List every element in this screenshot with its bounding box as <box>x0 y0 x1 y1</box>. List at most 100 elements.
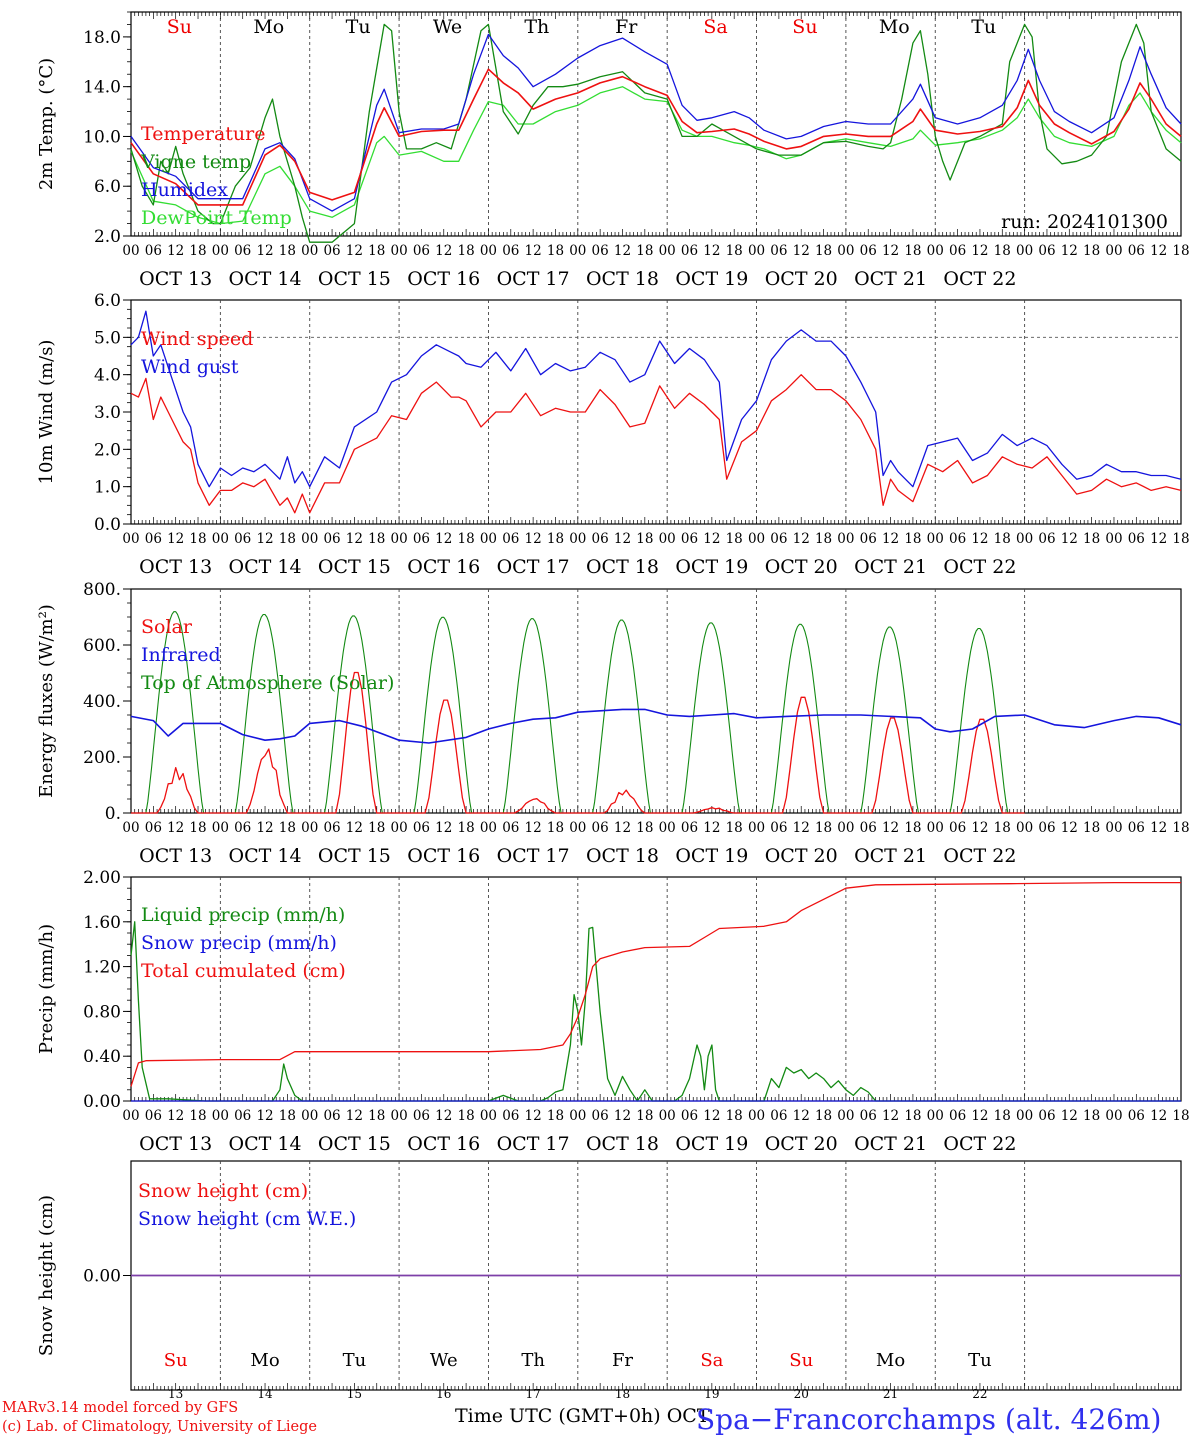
weekday-label: Sa <box>700 1350 723 1371</box>
hour-tick-label: 18 <box>815 1108 832 1124</box>
hour-tick-label: 18 <box>458 531 475 547</box>
hour-tick-label: 18 <box>368 1108 385 1124</box>
hour-tick-label: 06 <box>234 820 251 836</box>
hour-tick-label: 00 <box>1016 820 1033 836</box>
hour-tick-label: 12 <box>882 531 899 547</box>
hour-tick-label: 06 <box>323 820 340 836</box>
hour-tick-label: 06 <box>949 531 966 547</box>
series-wind-speed <box>130 374 1182 514</box>
run-annotation: run: 2024101300 <box>1001 211 1168 233</box>
date-label: OCT 18 <box>586 556 659 578</box>
weekday-label: Mo <box>879 16 910 38</box>
hour-tick-label: 12 <box>882 243 899 259</box>
hour-tick-label: 00 <box>748 243 765 259</box>
hour-tick-label: 18 <box>1172 531 1189 547</box>
hour-tick-label: 06 <box>860 1108 877 1124</box>
day-number-label: 16 <box>436 1387 451 1401</box>
date-label: OCT 19 <box>675 845 748 867</box>
hour-tick-label: 18 <box>547 531 564 547</box>
hour-tick-label: 12 <box>703 820 720 836</box>
y-tick-label: 4.0 <box>94 366 121 386</box>
legend-entry: Solar <box>141 616 193 638</box>
date-label: OCT 16 <box>407 268 480 290</box>
y-axis-label: Energy fluxes (W/m²) <box>36 604 57 798</box>
hour-tick-label: 00 <box>122 243 139 259</box>
weekday-label: Sa <box>703 16 727 38</box>
date-label: OCT 18 <box>586 845 659 867</box>
hour-tick-label: 12 <box>882 1108 899 1124</box>
weekday-label: Mo <box>876 1350 905 1371</box>
y-tick-label: 10.0 <box>83 127 121 147</box>
hour-tick-label: 00 <box>748 820 765 836</box>
hour-tick-label: 00 <box>659 531 676 547</box>
hour-tick-label: 12 <box>614 243 631 259</box>
date-label: OCT 20 <box>765 1133 838 1155</box>
day-number-label: 20 <box>794 1387 809 1401</box>
hour-tick-label: 06 <box>860 531 877 547</box>
hour-tick-label: 06 <box>234 1108 251 1124</box>
hour-tick-label: 06 <box>1128 531 1145 547</box>
y-tick-label: 1.60 <box>83 913 121 933</box>
hour-tick-label: 00 <box>390 531 407 547</box>
hour-tick-label: 06 <box>234 531 251 547</box>
hour-tick-label: 18 <box>726 820 743 836</box>
hour-tick-label: 00 <box>837 531 854 547</box>
hour-tick-label: 18 <box>458 243 475 259</box>
weekday-label: Fr <box>615 16 638 38</box>
hour-tick-label: 06 <box>681 1108 698 1124</box>
legend-entry: Total cumulated (cm) <box>141 960 346 982</box>
hour-tick-label: 06 <box>681 820 698 836</box>
y-axis-label: Precip (mm/h) <box>36 924 57 1054</box>
y-tick-label: 2.00 <box>83 868 121 888</box>
hour-tick-label: 00 <box>659 820 676 836</box>
hour-tick-label: 00 <box>837 1108 854 1124</box>
legend-entry: Snow precip (mm/h) <box>141 932 337 954</box>
hour-tick-label: 18 <box>1083 243 1100 259</box>
hour-tick-label: 06 <box>770 531 787 547</box>
weekday-label: Tu <box>343 1350 367 1371</box>
hour-tick-label: 18 <box>1083 531 1100 547</box>
y-tick-label: 3.0 <box>94 403 121 423</box>
hour-tick-label: 18 <box>189 1108 206 1124</box>
y-tick-label: 400. <box>83 692 121 712</box>
hour-tick-label: 12 <box>256 531 273 547</box>
hour-tick-label: 18 <box>547 243 564 259</box>
y-tick-label: 14.0 <box>83 78 121 98</box>
date-label: OCT 21 <box>854 268 927 290</box>
hour-tick-label: 12 <box>435 243 452 259</box>
hour-tick-label: 00 <box>122 1108 139 1124</box>
series-humidex <box>130 33 1182 212</box>
legend-entry: Temperature <box>141 123 265 145</box>
hour-tick-label: 12 <box>435 1108 452 1124</box>
date-label: OCT 17 <box>497 845 570 867</box>
day-number-label: 14 <box>257 1387 273 1401</box>
date-label: OCT 21 <box>854 845 927 867</box>
hour-tick-label: 00 <box>569 243 586 259</box>
y-tick-label: 0.0 <box>94 515 121 535</box>
hour-tick-label: 06 <box>323 531 340 547</box>
legend-entry: Top of Atmosphere (Solar) <box>141 672 394 694</box>
hour-tick-label: 00 <box>390 1108 407 1124</box>
hour-tick-label: 00 <box>837 820 854 836</box>
hour-tick-label: 18 <box>368 820 385 836</box>
date-label: OCT 15 <box>318 556 391 578</box>
legend-entry: Snow height (cm) <box>138 1180 308 1202</box>
hour-tick-label: 18 <box>904 243 921 259</box>
hour-tick-label: 06 <box>592 1108 609 1124</box>
legend-entry: Snow height (cm W.E.) <box>138 1208 356 1230</box>
hour-tick-label: 18 <box>189 531 206 547</box>
hour-tick-label: 12 <box>793 531 810 547</box>
hour-tick-label: 06 <box>145 531 162 547</box>
hour-tick-label: 12 <box>793 820 810 836</box>
hour-tick-label: 00 <box>1105 1108 1122 1124</box>
weekday-label: Tu <box>971 16 996 38</box>
hour-tick-label: 00 <box>1105 820 1122 836</box>
hour-tick-label: 18 <box>636 531 653 547</box>
day-number-label: 15 <box>347 1387 362 1401</box>
hour-tick-label: 00 <box>569 531 586 547</box>
hour-tick-label: 00 <box>748 1108 765 1124</box>
date-label: OCT 20 <box>765 845 838 867</box>
date-label: OCT 13 <box>139 556 212 578</box>
plot-frame <box>130 11 1182 237</box>
y-tick-label: 0.80 <box>83 1002 121 1022</box>
